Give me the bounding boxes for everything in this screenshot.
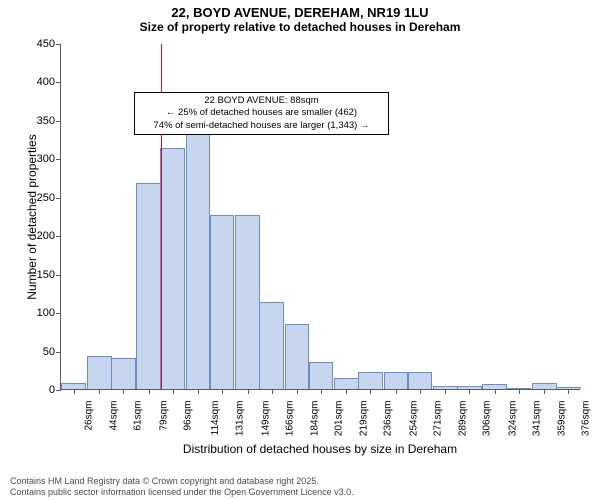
histogram-bar	[87, 356, 112, 389]
x-tick-mark	[495, 389, 496, 394]
x-tick-label: 271sqm	[432, 401, 443, 437]
x-tick-mark	[420, 389, 421, 394]
histogram-bar	[136, 183, 161, 389]
annotation-line: 74% of semi-detached houses are larger (…	[139, 120, 384, 132]
x-tick-label: 79sqm	[158, 401, 169, 431]
x-tick-mark	[149, 389, 150, 394]
annotation-box: 22 BOYD AVENUE: 88sqm← 25% of detached h…	[134, 92, 389, 135]
x-tick-mark	[74, 389, 75, 394]
x-tick-label: 236sqm	[383, 401, 394, 437]
footer-line-2: Contains public sector information licen…	[10, 487, 354, 498]
y-axis-label: Number of detached properties	[25, 117, 39, 317]
histogram-bar	[111, 358, 136, 389]
histogram-bar	[358, 372, 383, 389]
x-tick-mark	[297, 389, 298, 394]
x-tick-label: 61sqm	[133, 401, 144, 431]
x-tick-label: 114sqm	[210, 401, 221, 436]
x-tick-label: 306sqm	[482, 401, 493, 437]
y-tick-mark	[56, 198, 61, 199]
y-tick-mark	[56, 313, 61, 314]
chart-subtitle: Size of property relative to detached ho…	[0, 20, 600, 34]
histogram-bar	[160, 148, 185, 389]
x-tick-label: 131sqm	[234, 401, 245, 437]
chart-title: 22, BOYD AVENUE, DEREHAM, NR19 1LU	[0, 5, 600, 20]
histogram-bar	[309, 362, 334, 389]
x-tick-mark	[370, 389, 371, 394]
x-tick-label: 201sqm	[333, 401, 344, 437]
annotation-line: ← 25% of detached houses are smaller (46…	[139, 107, 384, 119]
x-tick-mark	[248, 389, 249, 394]
x-tick-label: 219sqm	[359, 401, 370, 437]
plot-area: 05010015020025030035040045026sqm44sqm61s…	[60, 44, 580, 390]
histogram-bar	[186, 101, 211, 389]
y-tick-mark	[56, 121, 61, 122]
histogram-bar	[210, 215, 235, 389]
annotation-line: 22 BOYD AVENUE: 88sqm	[139, 95, 384, 107]
y-tick-mark	[56, 236, 61, 237]
chart-container: 22, BOYD AVENUE, DEREHAM, NR19 1LU Size …	[0, 0, 600, 500]
x-tick-label: 341sqm	[531, 401, 542, 437]
x-tick-mark	[198, 389, 199, 394]
x-tick-mark	[346, 389, 347, 394]
x-tick-label: 96sqm	[182, 401, 193, 431]
y-tick-mark	[56, 159, 61, 160]
x-tick-label: 254sqm	[408, 401, 419, 437]
y-tick-mark	[56, 275, 61, 276]
x-tick-mark	[99, 389, 100, 394]
y-tick-mark	[56, 352, 61, 353]
y-tick-mark	[56, 82, 61, 83]
x-tick-mark	[445, 389, 446, 394]
title-block: 22, BOYD AVENUE, DEREHAM, NR19 1LU Size …	[0, 0, 600, 34]
x-tick-mark	[222, 389, 223, 394]
x-tick-mark	[272, 389, 273, 394]
x-tick-mark	[173, 389, 174, 394]
x-tick-mark	[469, 389, 470, 394]
x-tick-label: 359sqm	[557, 401, 568, 437]
x-tick-mark	[123, 389, 124, 394]
x-tick-mark	[396, 389, 397, 394]
footer-line-1: Contains HM Land Registry data © Crown c…	[10, 476, 354, 487]
footer-attribution: Contains HM Land Registry data © Crown c…	[10, 476, 354, 498]
histogram-bar	[285, 324, 310, 389]
x-tick-label: 289sqm	[458, 401, 469, 437]
x-axis-label: Distribution of detached houses by size …	[60, 442, 580, 456]
x-tick-label: 44sqm	[109, 401, 120, 431]
x-tick-label: 149sqm	[260, 401, 271, 437]
x-tick-label: 26sqm	[83, 401, 94, 431]
x-tick-label: 184sqm	[309, 401, 320, 437]
x-tick-mark	[544, 389, 545, 394]
x-tick-label: 166sqm	[284, 401, 295, 437]
histogram-bar	[334, 378, 359, 389]
y-tick-mark	[56, 390, 61, 391]
x-tick-mark	[568, 389, 569, 394]
histogram-bar	[408, 372, 433, 389]
x-tick-mark	[519, 389, 520, 394]
histogram-bar	[259, 302, 284, 389]
histogram-bar	[384, 372, 409, 389]
histogram-bar	[235, 215, 260, 389]
x-tick-label: 376sqm	[581, 401, 592, 437]
x-tick-mark	[321, 389, 322, 394]
y-tick-mark	[56, 44, 61, 45]
x-tick-label: 324sqm	[507, 401, 518, 437]
